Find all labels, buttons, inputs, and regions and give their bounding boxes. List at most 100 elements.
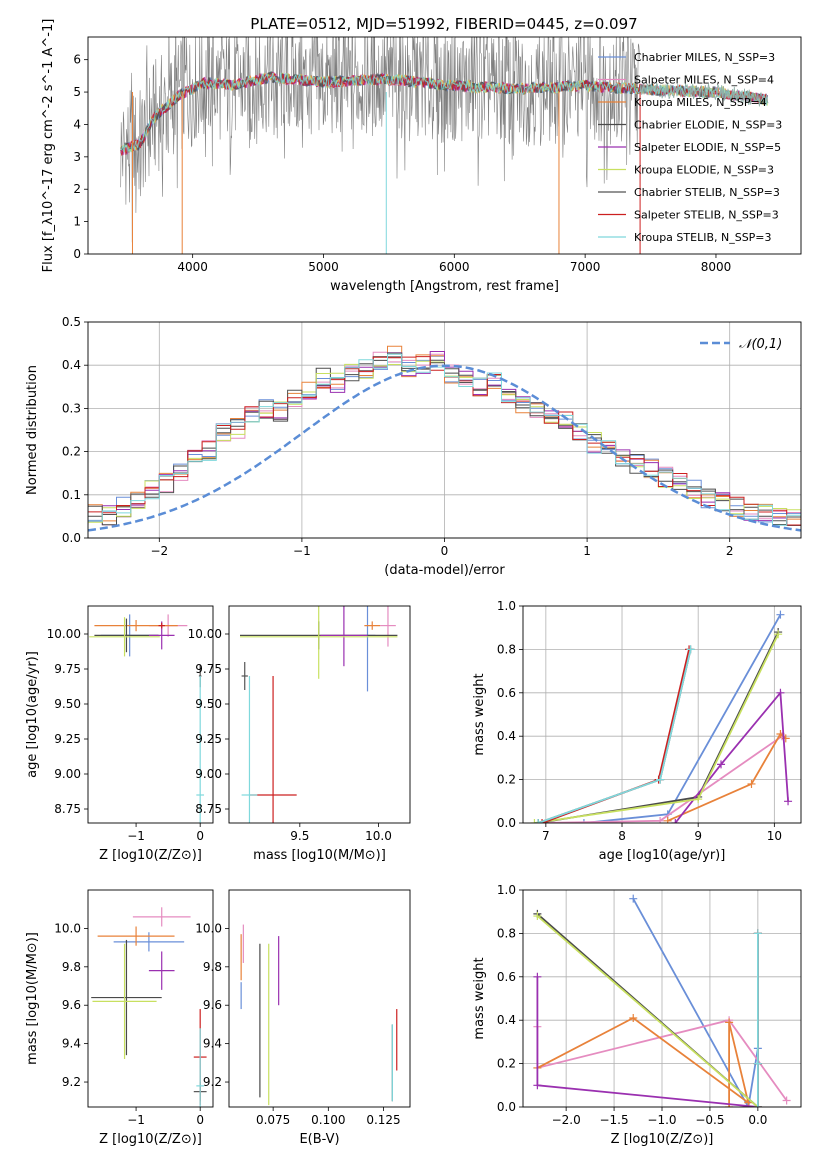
mass-weight-line	[632, 898, 759, 1107]
mass-weight-line	[534, 633, 780, 823]
normal-reference-curve	[88, 364, 801, 532]
legend-label: Chabrier STELIB, N_SSP=3	[634, 186, 780, 199]
residuals-panel: −2 −1 0 1 2 0.0 0.1 0.2 0.3 0.4 0.5 (data-model)/er…	[25, 315, 802, 578]
mass-weight-marker	[782, 1096, 791, 1105]
axes: −2.0 −1.5 −1.0 −0.5 0.0 0.0 0.2 0.4 0.6 0.8 1.0 Z […	[472, 883, 802, 1147]
mass-weight-marker	[538, 819, 547, 823]
axes: 9.5 10.0 8.75 9.00 9.25 9.50 9.75 10.00 mass [lo…	[188, 605, 411, 863]
age-vs-mass-panel: 9.5 10.0 8.75 9.00 9.25 9.50 9.75 10.00 mass [lo…	[188, 605, 411, 863]
legend-label: Kroupa STELIB, N_SSP=3	[634, 231, 772, 244]
mass-weight-marker	[747, 779, 756, 788]
x-tick-label: 8	[618, 829, 626, 843]
residual-histogram	[88, 351, 801, 526]
y-tick-label: 10.0	[195, 921, 222, 935]
y-tick-label: 0.6	[497, 970, 516, 984]
x-tick-label: −1	[127, 829, 145, 843]
x-tick-label: 9.5	[290, 829, 309, 843]
residual-histogram	[88, 360, 801, 523]
mass-vs-metallicity-panel: −1 0 9.2 9.4 9.6 9.8 10.0 Z [log10(Z/Z⊙)] mass […	[25, 889, 214, 1147]
x-tick-label: 0.125	[366, 1113, 400, 1127]
y-tick-label: 0.6	[497, 686, 516, 700]
x-axis-label: Z [log10(Z/Z⊙)]	[99, 848, 202, 863]
y-tick-label: 2	[73, 182, 81, 196]
y-tick-label: 9.75	[195, 662, 222, 676]
plot-area	[240, 924, 398, 1106]
axes-frame	[522, 889, 802, 1108]
y-tick-label: 5	[73, 85, 81, 99]
x-tick-label: 1	[583, 544, 591, 558]
weight-vs-metallicity-panel: −2.0 −1.5 −1.0 −0.5 0.0 0.0 0.2 0.4 0.6 0.8 1.0 Z […	[472, 883, 802, 1147]
y-tick-label: 0.5	[62, 315, 81, 329]
y-tick-label: 1	[73, 215, 81, 229]
residual-histogram	[88, 353, 801, 526]
mass-weight-marker	[686, 645, 695, 654]
y-tick-label: 9.00	[54, 767, 81, 781]
y-axis-label: mass [log10(M/M⊙)]	[25, 932, 40, 1065]
mass-weight-marker	[776, 688, 785, 697]
y-tick-label: 9.75	[54, 662, 81, 676]
y-tick-label: 1.0	[497, 883, 516, 897]
plot-area	[89, 614, 205, 823]
x-axis-label: mass [log10(M/M⊙)]	[253, 848, 386, 863]
mass-weight-marker	[530, 819, 539, 823]
residual-histogram	[88, 351, 801, 526]
y-tick-label: 0.4	[497, 729, 516, 743]
y-tick-label: 3	[73, 150, 81, 164]
mass-weight-marker	[656, 816, 665, 823]
x-axis-label: (data-model)/error	[384, 563, 505, 578]
x-tick-label: 7	[542, 829, 550, 843]
y-axis-label: Normed distribution	[25, 365, 40, 495]
figure-title: PLATE=0512, MJD=51992, FIBERID=0445, z=0…	[250, 15, 637, 33]
x-tick-label: −0.5	[695, 1113, 724, 1127]
axes: −2 −1 0 1 2 0.0 0.1 0.2 0.3 0.4 0.5 (data-model)/er…	[25, 315, 802, 578]
y-tick-label: 9.50	[195, 697, 222, 711]
mass-weight-line	[536, 915, 759, 1107]
mass-weight-line	[536, 976, 758, 1107]
mass-weight-line	[674, 690, 789, 823]
mass-weight-marker	[753, 929, 762, 938]
x-tick-label: 0.0	[748, 1113, 767, 1127]
y-tick-label: 0.2	[497, 773, 516, 787]
y-tick-label: 0.2	[497, 1057, 516, 1071]
y-tick-label: 0.4	[62, 358, 81, 372]
axes: −1 0 9.2 9.4 9.6 9.8 10.0 Z [log10(Z/Z⊙)] mass […	[25, 889, 214, 1147]
y-tick-label: 10.00	[47, 627, 81, 641]
x-axis-label: age [log10(age/yr)]	[599, 848, 726, 863]
axes: 0.075 0.100 0.125 9.2 9.4 9.6 9.8 10.0 E(B-V)	[195, 889, 411, 1147]
legend-label: Chabrier ELODIE, N_SSP=3	[634, 119, 782, 132]
y-tick-label: 9.2	[203, 1075, 222, 1089]
y-tick-label: 10.0	[54, 921, 81, 935]
mass-weight-line	[538, 631, 780, 823]
mass-weight-marker	[533, 1081, 542, 1090]
y-tick-label: 0.3	[62, 401, 81, 415]
axes: 4000 5000 6000 7000 8000 0 1 2 3 4 5 6 wavelength [A…	[41, 19, 802, 294]
x-tick-label: −1	[127, 1113, 145, 1127]
y-tick-label: 9.8	[203, 960, 222, 974]
y-tick-label: 9.25	[195, 732, 222, 746]
y-tick-label: 10.00	[188, 627, 222, 641]
mass-weight-marker	[656, 775, 665, 784]
residual-histogram	[88, 355, 801, 524]
axes-frame	[87, 889, 214, 1108]
mass-weight-line	[583, 614, 782, 823]
y-tick-label: 9.8	[62, 960, 81, 974]
x-tick-label: 2	[726, 544, 734, 558]
y-tick-label: 0.4	[497, 1013, 516, 1027]
axes-frame	[87, 36, 802, 255]
y-axis-label: Flux [f_λ10^-17 erg cm^-2 s^-1 A^-1]	[41, 19, 56, 273]
x-tick-label: −1	[293, 544, 311, 558]
legend-label: 𝒩(0,1)	[739, 337, 782, 352]
y-tick-label: 9.00	[195, 767, 222, 781]
model-spectrum-line	[120, 72, 768, 154]
grid-lines	[523, 889, 801, 1108]
plot-area	[88, 345, 801, 532]
y-tick-label: 0.8	[497, 926, 516, 940]
axes-frame	[522, 605, 802, 824]
spectrum-legend: Chabrier MILES, N_SSP=3 Salpeter MILES, N…	[598, 51, 782, 244]
x-tick-label: 7000	[570, 260, 601, 274]
x-axis-label: wavelength [Angstrom, rest frame]	[330, 279, 559, 294]
y-tick-label: 1.0	[497, 599, 516, 613]
x-tick-label: 0	[441, 544, 449, 558]
x-axis-label: Z [log10(Z/Z⊙)]	[99, 1132, 202, 1147]
